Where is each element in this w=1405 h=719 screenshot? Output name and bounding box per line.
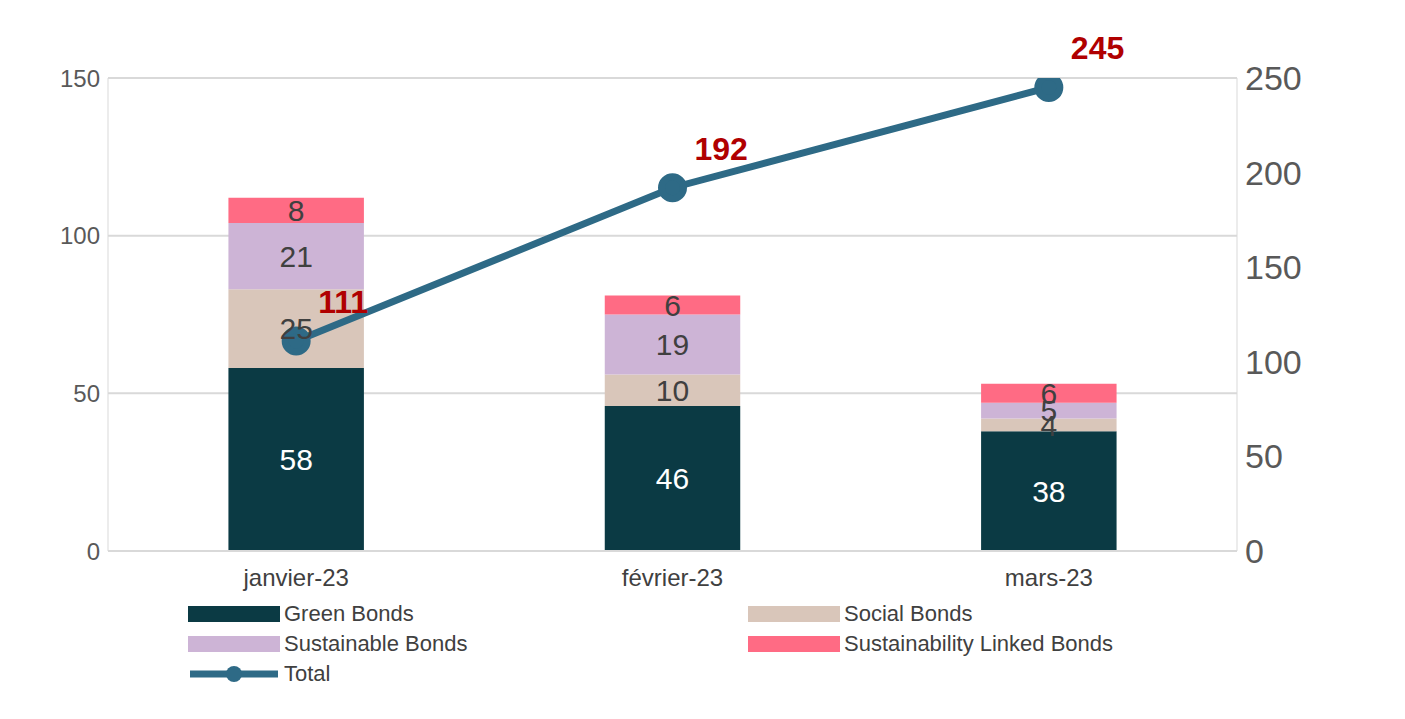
svg-text:150: 150 [60, 65, 100, 92]
svg-text:janvier-23: janvier-23 [242, 564, 348, 591]
svg-text:100: 100 [1245, 343, 1302, 381]
svg-text:245: 245 [1071, 30, 1124, 66]
svg-text:19: 19 [656, 328, 689, 361]
svg-text:50: 50 [1245, 437, 1283, 475]
svg-text:250: 250 [1245, 59, 1302, 97]
svg-text:192: 192 [695, 131, 748, 167]
html-text:Social Bonds: Social Bonds [844, 601, 973, 626]
html-text:Total: Total [284, 661, 331, 686]
svg-text:8: 8 [288, 194, 305, 227]
html-text:Sustainable Bonds: Sustainable Bonds [284, 631, 468, 656]
svg-text:58: 58 [279, 443, 312, 476]
svg-text:mars-23: mars-23 [1005, 564, 1093, 591]
svg-text:février-23: février-23 [622, 564, 723, 591]
svg-text:6: 6 [1040, 377, 1057, 410]
html-text:Sustainability Linked Bonds: Sustainability Linked Bonds [844, 631, 1114, 656]
svg-text:25: 25 [279, 312, 312, 345]
svg-text:200: 200 [1245, 154, 1302, 192]
svg-text:0: 0 [87, 538, 100, 565]
svg-text:100: 100 [60, 222, 100, 249]
svg-text:111: 111 [318, 284, 368, 320]
svg-text:10: 10 [656, 374, 689, 407]
svg-text:38: 38 [1032, 475, 1065, 508]
svg-text:5: 5 [1040, 394, 1058, 428]
html-text:Green Bonds: Green Bonds [284, 601, 414, 626]
svg-text:21: 21 [279, 240, 312, 273]
svg-text:46: 46 [656, 462, 689, 495]
svg-text:150: 150 [1245, 248, 1302, 286]
svg-text:6: 6 [664, 289, 681, 322]
svg-text:0: 0 [1245, 532, 1264, 570]
svg-text:50: 50 [73, 380, 100, 407]
